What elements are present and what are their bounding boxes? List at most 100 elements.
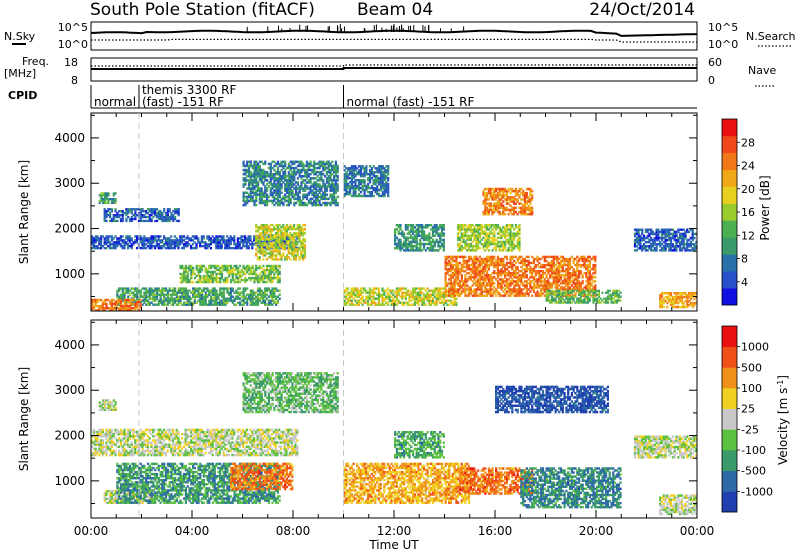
echo-cell	[245, 237, 248, 240]
echo-cell	[123, 241, 126, 244]
echo-cell	[276, 276, 279, 280]
echo-cell	[242, 199, 245, 203]
echo-cell	[159, 291, 162, 294]
echo-cell	[179, 280, 182, 284]
echo-cell	[269, 170, 272, 174]
echo-cell	[567, 268, 570, 271]
echo-cell	[105, 302, 108, 306]
echo-cell	[350, 167, 353, 170]
echo-cell	[345, 297, 348, 300]
echo-cell	[379, 188, 383, 192]
echo-cell	[148, 293, 151, 296]
echo-cell	[200, 241, 203, 244]
echo-cell	[507, 288, 510, 291]
echo-cell	[148, 237, 151, 240]
echo-cell	[253, 291, 256, 294]
echo-cell	[540, 292, 543, 295]
echo-cell	[150, 212, 153, 215]
echo-cell	[365, 289, 368, 292]
echo-cell	[413, 303, 416, 306]
echo-cell	[381, 173, 384, 176]
noise-tick-bottom-left: 10^0	[58, 38, 88, 51]
echo-cell	[112, 247, 115, 250]
echo-cell	[132, 306, 135, 310]
echo-cell	[466, 265, 469, 269]
echo-cell	[406, 301, 409, 304]
echo-cell	[222, 264, 225, 268]
echo-cell	[209, 241, 212, 244]
echo-cell	[148, 210, 151, 213]
echo-cell	[295, 193, 298, 196]
echo-cell	[343, 301, 346, 304]
echo-cell	[103, 309, 106, 311]
echo-cell	[264, 228, 267, 231]
echo-cell	[401, 293, 404, 296]
echo-cell	[350, 173, 353, 176]
echo-cell	[210, 266, 213, 270]
echo-cell	[199, 280, 202, 284]
echo-cell	[424, 226, 427, 229]
echo-cell	[477, 294, 480, 297]
echo-cell	[482, 282, 485, 285]
echo-cell	[289, 172, 292, 176]
echo-cell	[422, 247, 426, 250]
echo-cell	[442, 242, 445, 246]
echo-cell	[213, 276, 216, 280]
echo-cell	[298, 185, 301, 188]
echo-cell	[464, 278, 467, 281]
echo-cell	[125, 208, 128, 211]
echo-cell	[453, 286, 456, 289]
echo-cell	[374, 179, 377, 182]
echo-cell	[311, 191, 314, 194]
echo-cell	[496, 290, 499, 293]
echo-cell	[132, 243, 135, 246]
echo-cell	[428, 238, 431, 242]
echo-cell	[403, 249, 406, 252]
echo-cell	[320, 164, 323, 168]
echo-cell	[547, 268, 550, 271]
echo-cell	[518, 280, 521, 283]
echo-cell	[480, 272, 483, 275]
echo-cell	[287, 246, 290, 249]
echo-cell	[181, 235, 184, 238]
echo-cell	[257, 175, 260, 178]
echo-cell	[307, 166, 310, 170]
echo-cell	[333, 201, 336, 205]
echo-cell	[278, 252, 281, 255]
echo-cell	[220, 239, 223, 242]
echo-cell	[449, 276, 453, 279]
echo-cell	[273, 199, 276, 203]
echo-cell	[264, 224, 267, 227]
echo-cell	[228, 274, 231, 278]
echo-cell	[327, 162, 330, 166]
echo-cell	[145, 247, 148, 250]
echo-cell	[399, 249, 402, 252]
echo-cell	[242, 195, 245, 199]
echo-cell	[150, 291, 153, 294]
echo-cell	[271, 160, 274, 164]
echo-cell	[455, 274, 458, 277]
echo-cell	[118, 297, 121, 300]
echo-cell	[256, 256, 260, 259]
echo-cell	[208, 266, 211, 270]
echo-cell	[412, 297, 415, 300]
echo-cell	[94, 237, 97, 240]
echo-cell	[513, 284, 516, 287]
echo-cell	[294, 234, 297, 237]
echo-cell	[247, 295, 251, 298]
echo-cell	[107, 198, 110, 201]
echo-cell	[442, 226, 445, 229]
echo-cell	[442, 303, 445, 306]
echo-cell	[388, 295, 391, 298]
echo-cell	[253, 276, 256, 280]
echo-cell	[109, 245, 112, 248]
echo-cell	[246, 191, 249, 194]
echo-cell	[289, 236, 292, 239]
echo-cell	[457, 270, 460, 273]
echo-cell	[192, 289, 195, 292]
echo-cell	[201, 266, 204, 270]
echo-cell	[251, 185, 254, 188]
echo-cell	[385, 295, 388, 298]
echo-cell	[363, 171, 366, 174]
echo-cell	[531, 272, 534, 275]
